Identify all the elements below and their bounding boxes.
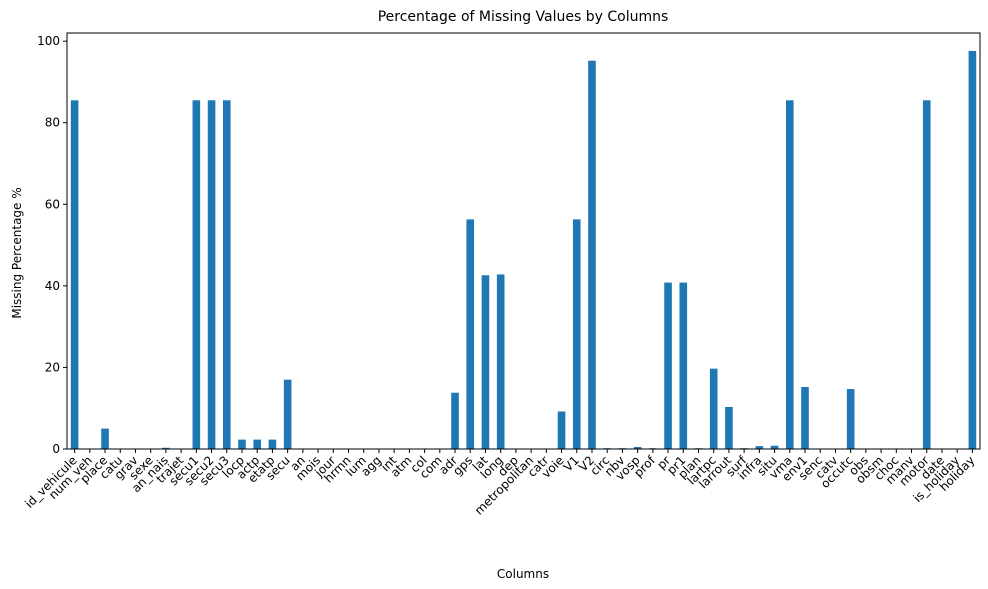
bar-infra [755,446,764,449]
bar-lartpc [709,368,718,449]
bar-vma [785,100,794,449]
bar-vosp [633,446,642,449]
y-tick-label: 60 [45,197,60,211]
bar-larrout [725,406,733,449]
bar-secu3 [222,100,231,449]
bar-secu2 [207,100,216,449]
bar-holiday [968,50,977,449]
y-axis-label: Missing Percentage % [10,187,24,318]
bar-actp [253,439,262,449]
bar-adr [451,392,459,449]
bar-occutc [846,389,855,449]
bar-locp [238,439,246,449]
y-tick-label: 100 [37,34,60,48]
bar-situ [770,445,779,449]
bar-secu1 [192,100,201,449]
x-axis-label: Columns [497,567,549,581]
bar-lat [481,275,490,449]
x-axis: id_vehiculenum_vehplacecatugravsexean_na… [22,449,978,518]
bar-pr1 [679,282,688,449]
bar-etatp [268,439,277,449]
bar-env1 [801,387,809,449]
y-tick-label: 0 [52,442,60,456]
bar-voie [557,411,566,449]
plot-frame [66,32,981,450]
bar-an-nais [162,447,170,449]
bars-group [70,50,977,449]
y-tick-label: 80 [45,116,60,130]
bar-long [496,274,505,449]
bar-id-vehicule [70,100,79,449]
bar-v1 [572,219,581,449]
bar-place [101,428,109,449]
bar-pr [664,282,672,449]
y-tick-label: 20 [45,360,60,374]
chart-title: Percentage of Missing Values by Columns [378,9,669,25]
bar-v2 [588,60,596,449]
bar-motor [922,100,931,449]
y-axis: 0 20 40 60 80 100 [37,34,67,456]
y-tick-label: 40 [45,279,60,293]
bar-gps [466,219,475,449]
bar-secu [283,379,292,449]
